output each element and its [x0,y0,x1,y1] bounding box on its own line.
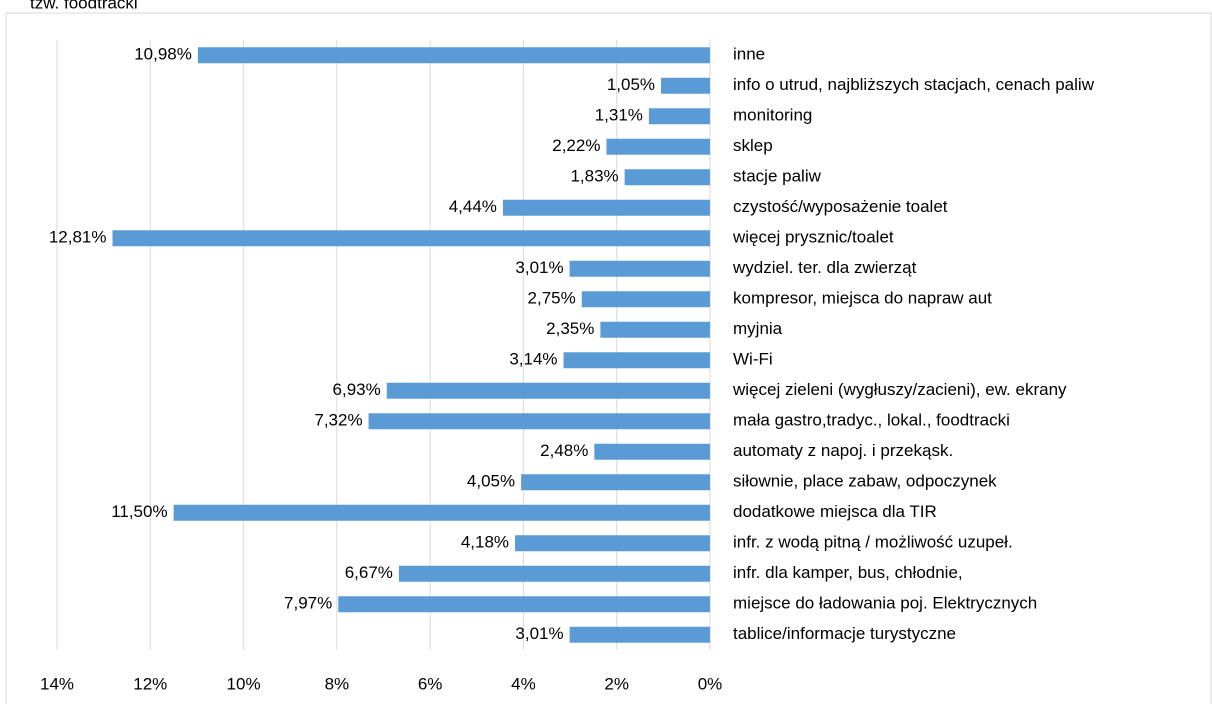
category-label: info o utrud, najbliższych stacjach, cen… [733,75,1095,94]
category-label: myjnia [733,319,783,338]
category-label: sklep [733,136,773,155]
category-label: infr. dla kamper, bus, chłodnie, [733,563,963,582]
category-label: dodatkowe miejsca dla TIR [733,502,937,521]
category-label: mała gastro,tradyc., lokal., foodtracki [733,411,1010,430]
category-label: siłownie, place zabaw, odpoczynek [733,472,997,491]
category-label: czystość/wyposażenie toalet [733,197,948,216]
bar [112,230,710,247]
value-label: 3,14% [509,350,557,369]
bar [398,565,710,582]
value-label: 2,48% [540,441,588,460]
bar [368,413,710,430]
category-label: infr. z wodą pitną / możliwość uzupeł. [733,533,1013,552]
x-tick-label: 12% [133,674,167,693]
value-label: 4,05% [467,472,515,491]
category-label: miejsce do ładowania poj. Elektrycznych [733,594,1037,613]
category-label: inne [733,45,765,64]
category-label: monitoring [733,106,812,125]
bar [569,626,710,643]
bar [521,474,710,491]
bar [563,352,710,369]
chart-border [5,12,1212,704]
value-label: 12,81% [49,228,107,247]
x-tick-label: 2% [604,674,629,693]
bar [606,138,710,155]
value-label: 6,93% [333,380,381,399]
x-tick-label: 14% [40,674,74,693]
value-label: 2,22% [552,136,600,155]
value-label: 2,35% [546,319,594,338]
bar [581,291,710,308]
bar [624,169,710,186]
bar [515,535,710,552]
caption: tzw. foodtracki [30,0,138,12]
value-label: 7,32% [314,411,362,430]
category-label: wydziel. ter. dla zwierząt [732,258,917,277]
value-label: 3,01% [515,258,563,277]
bar [661,77,710,94]
value-label: 4,44% [449,197,497,216]
value-label: 1,83% [570,167,618,186]
category-label: automaty z napoj. i przekąsk. [733,441,953,460]
value-label: 7,97% [284,594,332,613]
category-label: więcej zieleni (wygłuszy/zacieni), ew. e… [732,380,1067,399]
bar [502,199,710,216]
value-label: 3,01% [515,624,563,643]
bar [197,47,710,64]
value-label: 11,50% [111,502,167,521]
x-tick-label: 4% [511,674,536,693]
x-tick-label: 6% [418,674,443,693]
category-label: więcej prysznic/toalet [732,228,894,247]
bar [648,108,710,125]
bar [569,260,710,277]
category-label: tablice/informacje turystyczne [733,624,956,643]
value-label: 10,98% [134,45,192,64]
x-tick-label: 8% [325,674,350,693]
bar [386,382,710,399]
value-label: 1,31% [595,106,643,125]
value-label: 6,67% [345,563,393,582]
bar [173,504,710,521]
category-label: Wi-Fi [733,350,773,369]
category-label: kompresor, miejsca do napraw aut [733,289,992,308]
bar [338,596,710,613]
x-tick-label: 10% [227,674,261,693]
value-label: 1,05% [607,75,655,94]
bar [600,321,710,338]
x-tick-label: 0% [698,674,723,693]
value-label: 2,75% [528,289,576,308]
bar [594,443,710,460]
value-label: 4,18% [461,533,509,552]
category-label: stacje paliw [733,167,822,186]
